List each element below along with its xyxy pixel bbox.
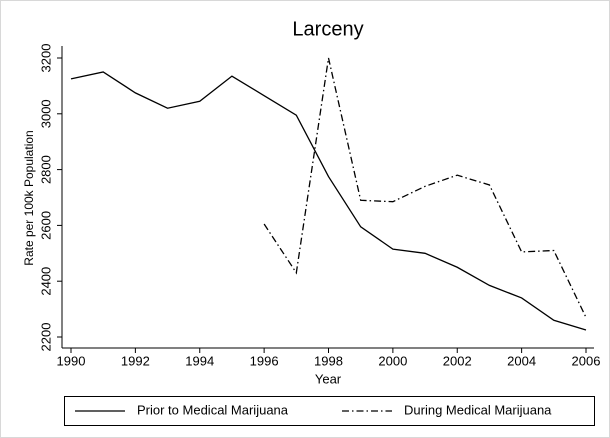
x-tick-label: 1990 [57,353,86,368]
legend-label: Prior to Medical Marijuana [137,402,289,417]
x-axis-label: Year [315,371,342,386]
series-line [70,71,587,331]
y-tick-label: 3000 [38,99,53,128]
y-tick-label: 2200 [38,323,53,352]
x-tick-label: 1996 [250,353,279,368]
y-tick-label: 2600 [38,211,53,240]
legend-label: During Medical Marijuana [404,402,552,417]
y-tick-label: 2800 [38,155,53,184]
x-tick-label: 2002 [443,353,472,368]
series-line [263,57,587,318]
x-tick-label: 2006 [572,353,601,368]
y-tick-label: 2400 [38,267,53,296]
x-tick-label: 1998 [314,353,343,368]
x-tick-label: 1994 [185,353,214,368]
y-axis-label: Rate per 100k Population [22,130,36,265]
x-tick-label: 2000 [378,353,407,368]
x-tick-label: 2004 [507,353,536,368]
chart-title: Larceny [292,18,363,40]
x-tick-label: 1992 [121,353,150,368]
legend-box [64,396,595,426]
y-tick-label: 3200 [38,44,53,73]
